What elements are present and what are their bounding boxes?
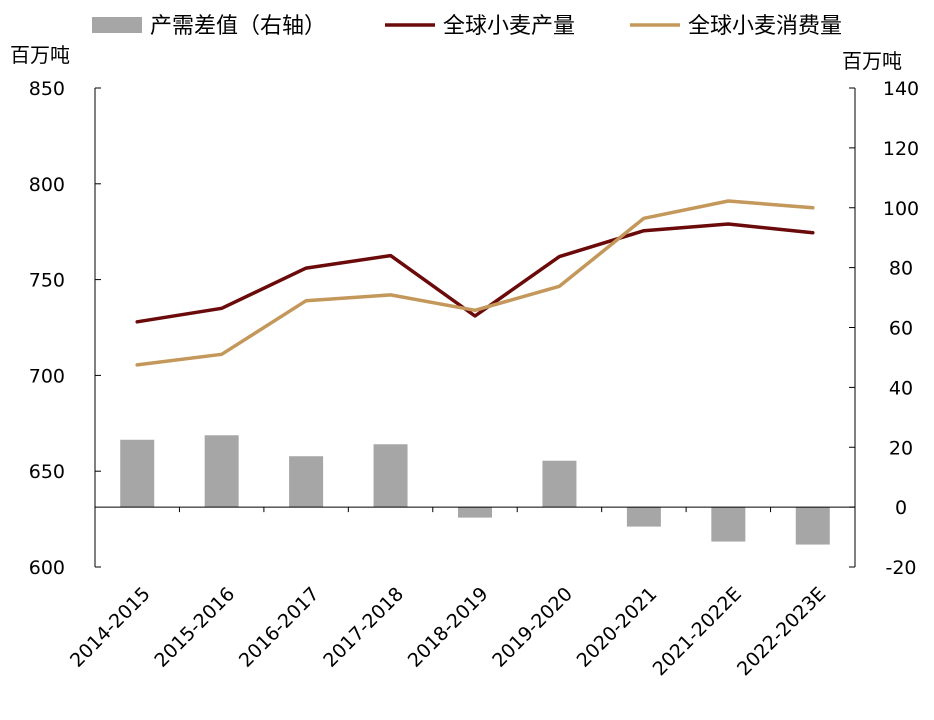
left-tick-label: 650 — [29, 461, 65, 483]
left-tick-label: 800 — [29, 174, 65, 196]
bar-2020-2021 — [626, 507, 661, 527]
right-tick-label: 80 — [889, 258, 913, 280]
category-label-2014-2015: 2014-2015 — [66, 583, 155, 672]
legend: 产需差值（右轴） 全球小麦产量 全球小麦消费量 — [92, 14, 842, 39]
right-tick-label: 100 — [883, 198, 919, 220]
axes — [94, 87, 856, 568]
right-tick-label: 0 — [895, 497, 907, 519]
bar-2018-2019 — [458, 507, 492, 518]
legend-label: 全球小麦产量 — [443, 14, 575, 39]
bar-2017-2018 — [373, 444, 408, 508]
left-tick-label: 600 — [29, 557, 65, 579]
bar-2014-2015 — [120, 439, 155, 508]
left-tick-label: 750 — [29, 270, 65, 292]
left-tick-label: 850 — [29, 78, 65, 100]
category-label-2021-2022E: 2021-2022E — [649, 583, 746, 680]
legend-label: 全球小麦消费量 — [688, 14, 842, 39]
left-axis-unit: 百万吨 — [10, 43, 70, 67]
bar-2015-2016 — [204, 435, 239, 508]
legend-label: 产需差值（右轴） — [150, 14, 326, 39]
category-label-2020-2021: 2020-2021 — [573, 583, 662, 672]
bar-2019-2020 — [542, 460, 577, 508]
bar-2016-2017 — [289, 456, 324, 508]
bar-2022-2023E — [795, 507, 830, 545]
right-tick-label: 20 — [889, 437, 913, 459]
right-tick-label: 40 — [889, 377, 913, 399]
right-tick-label: 140 — [883, 78, 919, 100]
right-axis-unit: 百万吨 — [842, 49, 902, 73]
line-series — [135, 199, 815, 367]
right-tick-label: 60 — [889, 318, 913, 340]
category-label-2022-2023E: 2022-2023E — [733, 583, 830, 680]
bar-2021-2022E — [711, 507, 746, 542]
bar-series — [120, 435, 830, 545]
line-全球小麦产量 — [135, 222, 815, 324]
category-label-2018-2019: 2018-2019 — [404, 583, 493, 672]
category-label-2019-2020: 2019-2020 — [488, 583, 577, 672]
right-tick-label: -20 — [885, 557, 916, 579]
category-label-2015-2016: 2015-2016 — [150, 583, 239, 672]
tick-labels: 600 650 700 750 800 850 -20 0 20 40 60 80 100 120 140 2… — [29, 78, 919, 680]
left-tick-label: 700 — [29, 365, 65, 387]
category-label-2016-2017: 2016-2017 — [235, 583, 324, 672]
right-tick-label: 120 — [883, 138, 919, 160]
legend-swatch-bar — [92, 17, 142, 33]
line-全球小麦消费量 — [135, 199, 815, 367]
category-label-2017-2018: 2017-2018 — [319, 583, 408, 672]
